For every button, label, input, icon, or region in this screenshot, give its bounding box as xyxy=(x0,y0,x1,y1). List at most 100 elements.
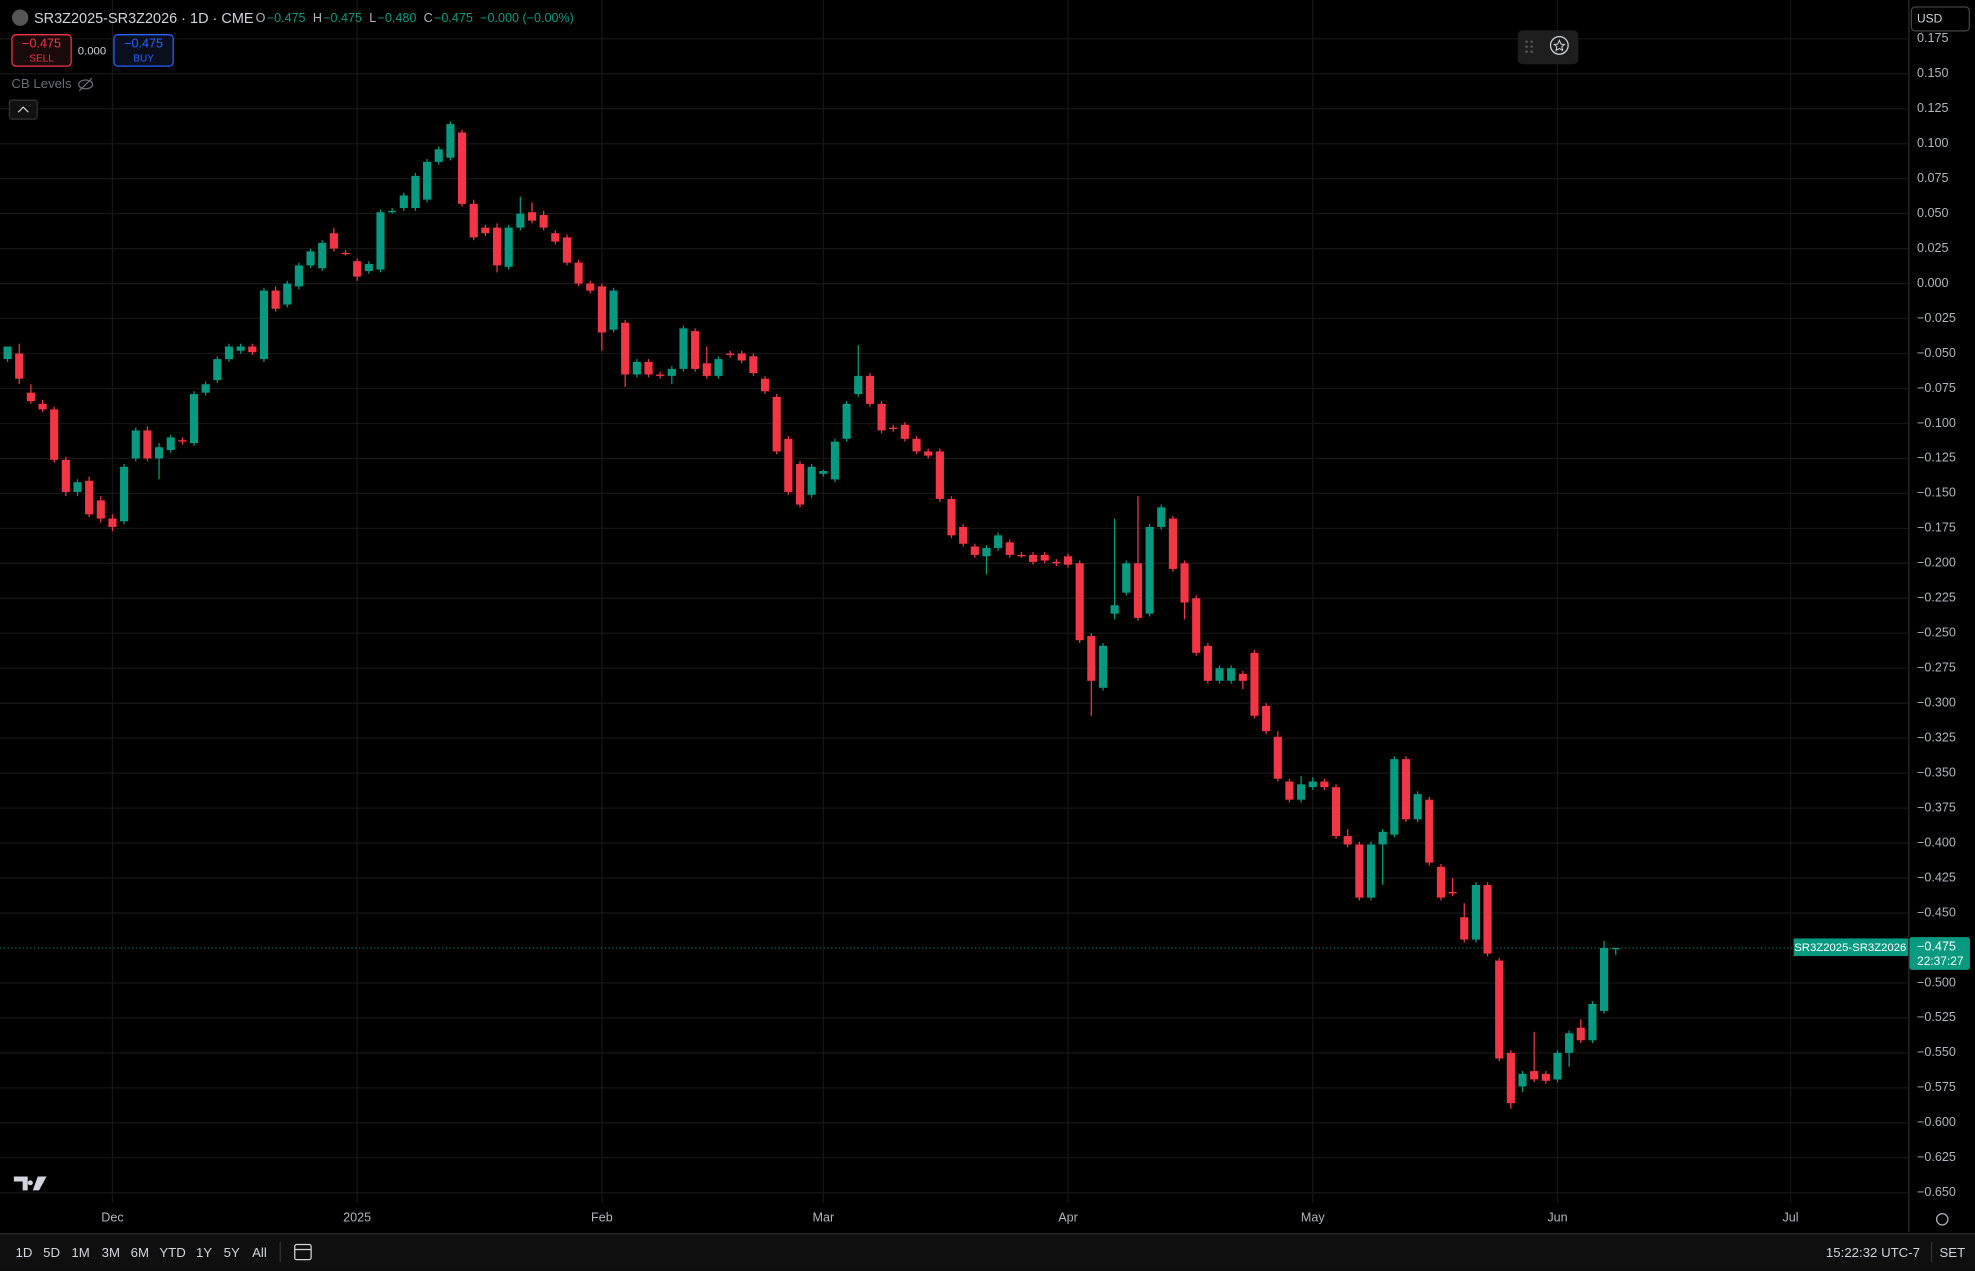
range-button[interactable]: 1Y xyxy=(196,1245,212,1260)
candle-body xyxy=(1565,1033,1574,1053)
candle-body xyxy=(1576,1027,1585,1041)
candle-body xyxy=(1157,507,1166,527)
indicator-label[interactable]: CB Levels xyxy=(11,76,72,91)
candle-body xyxy=(1436,866,1446,898)
candle-body xyxy=(283,283,292,305)
candle-body xyxy=(1238,673,1247,681)
candle-body xyxy=(1203,645,1212,681)
symbol-title[interactable]: SR3Z2025-SR3Z2026 · 1D · CME xyxy=(34,11,254,27)
candle-body xyxy=(702,363,711,376)
candle-body xyxy=(213,359,222,381)
favorite-icon[interactable] xyxy=(1549,35,1569,55)
clock[interactable]: 15:22:32 UTC-7 xyxy=(1826,1245,1920,1260)
sell-button[interactable]: −0.475 SELL xyxy=(11,34,72,67)
candle-body xyxy=(96,500,105,519)
y-tick-label: −0.500 xyxy=(1917,975,1956,989)
sell-price[interactable]: −0.475 xyxy=(22,36,61,50)
eye-icon[interactable] xyxy=(78,77,94,92)
candle-body xyxy=(982,547,991,557)
candle-body xyxy=(900,424,909,439)
candle-body xyxy=(1063,556,1073,565)
candle-body xyxy=(1028,554,1038,562)
date-range-icon[interactable] xyxy=(294,1243,312,1261)
candle-body xyxy=(154,447,164,459)
ohlc-key: L xyxy=(369,11,376,25)
range-button[interactable]: All xyxy=(252,1245,267,1260)
candle-body xyxy=(318,243,327,269)
candle-body xyxy=(1052,561,1061,564)
candle-body xyxy=(644,361,653,375)
candle-body xyxy=(50,409,59,460)
x-tick-label: May xyxy=(1301,1210,1325,1224)
candle-body xyxy=(15,353,24,379)
candle-body xyxy=(1355,844,1364,898)
range-button[interactable]: 1M xyxy=(71,1245,89,1260)
candle-body xyxy=(1390,759,1399,835)
y-tick-label: 0.150 xyxy=(1917,66,1948,80)
buy-box[interactable] xyxy=(113,34,174,67)
star-icon xyxy=(1553,39,1566,52)
sell-box[interactable] xyxy=(11,34,72,67)
candle-body xyxy=(469,203,478,238)
candle-body xyxy=(259,290,269,360)
candle-body xyxy=(1600,947,1609,1011)
currency-label[interactable]: USD xyxy=(1917,12,1943,26)
ohlc-change: −0.000 (−0.00%) xyxy=(480,11,574,25)
x-tick-label: Apr xyxy=(1058,1210,1078,1224)
candle-body xyxy=(1017,554,1026,557)
candle-body xyxy=(1413,794,1422,820)
y-tick-label: 0.125 xyxy=(1917,101,1948,115)
candle-body xyxy=(166,437,175,451)
candle-body xyxy=(691,331,700,369)
candle-body xyxy=(1366,844,1376,898)
candle-body xyxy=(1285,781,1294,800)
settings-label[interactable]: SET xyxy=(1939,1245,1965,1260)
candle-body xyxy=(656,374,665,376)
candle-body xyxy=(26,392,35,402)
range-button[interactable]: 6M xyxy=(131,1245,149,1260)
candle-body xyxy=(609,290,618,330)
candle-body xyxy=(1308,781,1317,788)
candle-body xyxy=(1495,960,1504,1059)
y-tick-label: −0.550 xyxy=(1917,1045,1956,1059)
y-tick-label: −0.575 xyxy=(1917,1080,1956,1094)
x-tick-label: Jun xyxy=(1547,1210,1567,1224)
candle-body xyxy=(143,430,152,459)
currency-button[interactable] xyxy=(1910,6,1970,32)
candle-body xyxy=(586,283,595,291)
ohlc-key: O xyxy=(256,11,266,25)
range-button[interactable]: YTD xyxy=(159,1245,185,1260)
candle-body xyxy=(1588,1003,1597,1041)
range-button[interactable]: 5D xyxy=(43,1245,60,1260)
buy-button[interactable]: −0.475 BUY xyxy=(113,34,174,67)
drag-handle[interactable] xyxy=(1525,40,1533,53)
collapse-button[interactable] xyxy=(8,99,38,120)
last-price-box xyxy=(1909,937,1970,970)
candle-body xyxy=(749,356,758,374)
x-tick-label: Feb xyxy=(591,1210,613,1224)
candle-body xyxy=(1530,1071,1539,1080)
candle-body xyxy=(819,470,828,474)
range-button[interactable]: 5Y xyxy=(224,1245,240,1260)
y-tick-label: 0.050 xyxy=(1917,206,1948,220)
ohlc-key: C xyxy=(424,11,433,25)
buy-price[interactable]: −0.475 xyxy=(124,36,163,50)
candle-body xyxy=(236,346,245,351)
candle-body xyxy=(1168,518,1177,569)
buy-label[interactable]: BUY xyxy=(133,53,154,64)
candle-body xyxy=(994,535,1003,548)
y-tick-label: −0.200 xyxy=(1917,556,1956,570)
logo[interactable] xyxy=(13,1176,47,1191)
spread: 0.000 xyxy=(78,46,106,58)
range-button[interactable]: 3M xyxy=(102,1245,120,1260)
sell-label[interactable]: SELL xyxy=(29,53,54,64)
candle-body xyxy=(1262,705,1271,732)
candle-body xyxy=(1483,885,1492,954)
range-button[interactable]: 1D xyxy=(15,1245,32,1260)
ohlc-value: −0.480 xyxy=(378,11,417,25)
candle-body xyxy=(1192,598,1201,653)
candle-body xyxy=(714,359,723,376)
candle-body xyxy=(772,396,781,452)
axis-settings-icon[interactable] xyxy=(1935,1213,1949,1226)
candle-body xyxy=(667,368,676,376)
